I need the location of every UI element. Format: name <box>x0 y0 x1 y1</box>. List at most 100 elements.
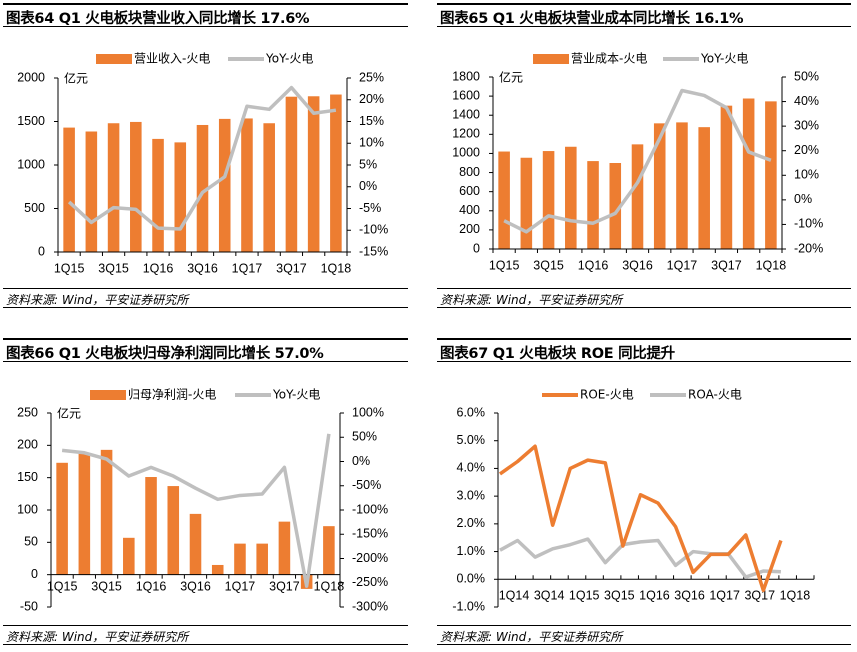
y-tick-label-right: 10% <box>794 168 819 182</box>
y-tick-label-left: 0 <box>31 567 38 581</box>
bar <box>520 157 533 249</box>
y-tick-label-right: -150% <box>352 527 388 541</box>
bar <box>698 127 710 249</box>
bar <box>307 96 320 252</box>
bar <box>78 453 91 575</box>
y-tick-label-right: 50% <box>794 69 819 83</box>
y-tick-label-right: 0% <box>794 192 812 206</box>
bar <box>107 123 120 253</box>
bar <box>498 151 510 249</box>
x-tick-label: 1Q17 <box>225 579 256 593</box>
y-tick-label-left: 250 <box>17 405 38 419</box>
y-tick-label-right: 25% <box>359 70 384 84</box>
bar <box>765 101 777 249</box>
bar <box>100 449 113 575</box>
y-tick-label-left: 600 <box>459 184 480 198</box>
x-tick-label: 1Q17 <box>667 258 698 272</box>
y-tick-label-right: 100% <box>352 405 384 419</box>
bar <box>330 94 342 252</box>
bar <box>631 144 644 249</box>
y-tick-label: 1.0% <box>457 544 486 558</box>
y-tick-label-right: 0% <box>352 454 370 468</box>
bar <box>587 161 599 249</box>
y-tick-label-left: 1400 <box>452 108 480 122</box>
legend-label-line: YoY-火电 <box>272 388 320 402</box>
x-tick-label: 1Q17 <box>709 589 740 603</box>
x-tick-label: 3Q14 <box>534 589 565 603</box>
y-tick-label-left: -50 <box>20 599 38 613</box>
y-tick-label-right: 5% <box>359 157 377 171</box>
bar <box>742 98 755 249</box>
y-tick-label-right: -10% <box>359 223 388 237</box>
legend-label-bar: 归母净利润-火电 <box>128 388 216 402</box>
chart-title-bar: 图表66 Q1 火电板块归母净利润同比增长 57.0% <box>3 338 408 362</box>
bar <box>323 526 335 575</box>
x-tick-label: 1Q18 <box>780 589 811 603</box>
chart-fig65: 营业成本-火电 YoY-火电 0 200 400 600 800 1000 1200 1400 16… <box>452 52 823 273</box>
chart-title-bar: 图表67 Q1 火电板块 ROE 同比提升 <box>437 338 851 362</box>
x-tick-label: 1Q15 <box>54 261 85 275</box>
y-tick-label-right: -50% <box>352 478 381 492</box>
chart-title: 图表65 Q1 火电板块营业成本同比增长 16.1% <box>440 11 744 27</box>
bar <box>285 96 298 252</box>
y-tick-label-left: 50 <box>24 535 38 549</box>
bar <box>123 537 135 575</box>
y-tick-label-left: 200 <box>17 438 38 452</box>
chart-title: 图表67 Q1 火电板块 ROE 同比提升 <box>440 346 675 362</box>
bar <box>218 118 231 252</box>
y-tick-label-right: -100% <box>352 502 388 516</box>
y-tick-label-left: 200 <box>459 222 480 236</box>
source-bar: 资料来源: Wind，平安证券研究所 <box>437 625 851 645</box>
y-tick-label-right: -250% <box>352 575 388 589</box>
y-tick-label-right: -20% <box>794 241 823 255</box>
bar <box>56 462 68 575</box>
y-tick-label-right: 15% <box>359 114 384 128</box>
legend-swatch-bar <box>96 54 132 64</box>
bar <box>609 163 622 249</box>
legend-label-roa: ROA-火电 <box>688 388 742 402</box>
x-tick-label: 1Q15 <box>489 258 520 272</box>
x-tick-label: 3Q16 <box>187 261 218 275</box>
x-tick-label: 1Q14 <box>499 589 530 603</box>
unit-label: 亿元 <box>57 406 81 421</box>
source-bar: 资料来源: Wind，平安证券研究所 <box>437 288 851 308</box>
chart-title: 图表66 Q1 火电板块归母净利润同比增长 57.0% <box>6 346 324 362</box>
x-tick-label: 3Q15 <box>533 258 564 272</box>
y-tick-label-left: 1000 <box>452 146 480 160</box>
x-tick-label: 3Q17 <box>269 579 300 593</box>
x-tick-label: 3Q15 <box>604 589 635 603</box>
y-tick-label-right: 30% <box>794 118 819 132</box>
x-tick-label: 1Q17 <box>232 261 263 275</box>
bar <box>63 127 75 252</box>
x-tick-label: 3Q17 <box>276 261 307 275</box>
x-tick-label: 3Q17 <box>744 589 775 603</box>
bar <box>234 543 246 575</box>
y-tick-label-right: 20% <box>359 92 384 106</box>
unit-label: 亿元 <box>499 70 523 85</box>
y-tick-label: 2.0% <box>457 516 486 530</box>
bar <box>167 486 180 575</box>
chart-fig66: 归母净利润-火电 YoY-火电 -50 0 50 100 150 200 250 -300% -25… <box>17 388 388 614</box>
y-tick-label-right: -300% <box>352 599 388 613</box>
y-tick-label-left: 150 <box>17 470 38 484</box>
x-tick-label: 1Q16 <box>136 579 167 593</box>
y-tick-label-left: 800 <box>459 165 480 179</box>
chart-title: 图表64 Q1 火电板块营业收入同比增长 17.6% <box>6 11 310 27</box>
y-tick-label-right: 50% <box>352 430 377 444</box>
y-tick-label-left: 0 <box>38 244 45 258</box>
y-tick-label-left: 0 <box>473 241 480 255</box>
y-tick-label-right: 10% <box>359 136 384 150</box>
y-tick-label-left: 1000 <box>17 157 45 171</box>
y-tick-label-right: -10% <box>794 217 823 231</box>
y-tick-label-left: 1500 <box>17 114 45 128</box>
x-tick-label: 1Q15 <box>569 589 600 603</box>
y-tick-label-left: 500 <box>24 201 45 215</box>
y-tick-label: -1.0% <box>452 599 485 613</box>
x-tick-label: 3Q16 <box>622 258 653 272</box>
x-tick-label: 1Q16 <box>578 258 609 272</box>
source-bar: 资料来源: Wind，平安证券研究所 <box>3 288 408 308</box>
x-tick-label: 1Q16 <box>639 589 670 603</box>
y-tick-label-left: 400 <box>459 203 480 217</box>
x-tick-label: 1Q16 <box>143 261 174 275</box>
source-bar: 资料来源: Wind，平安证券研究所 <box>3 625 408 645</box>
